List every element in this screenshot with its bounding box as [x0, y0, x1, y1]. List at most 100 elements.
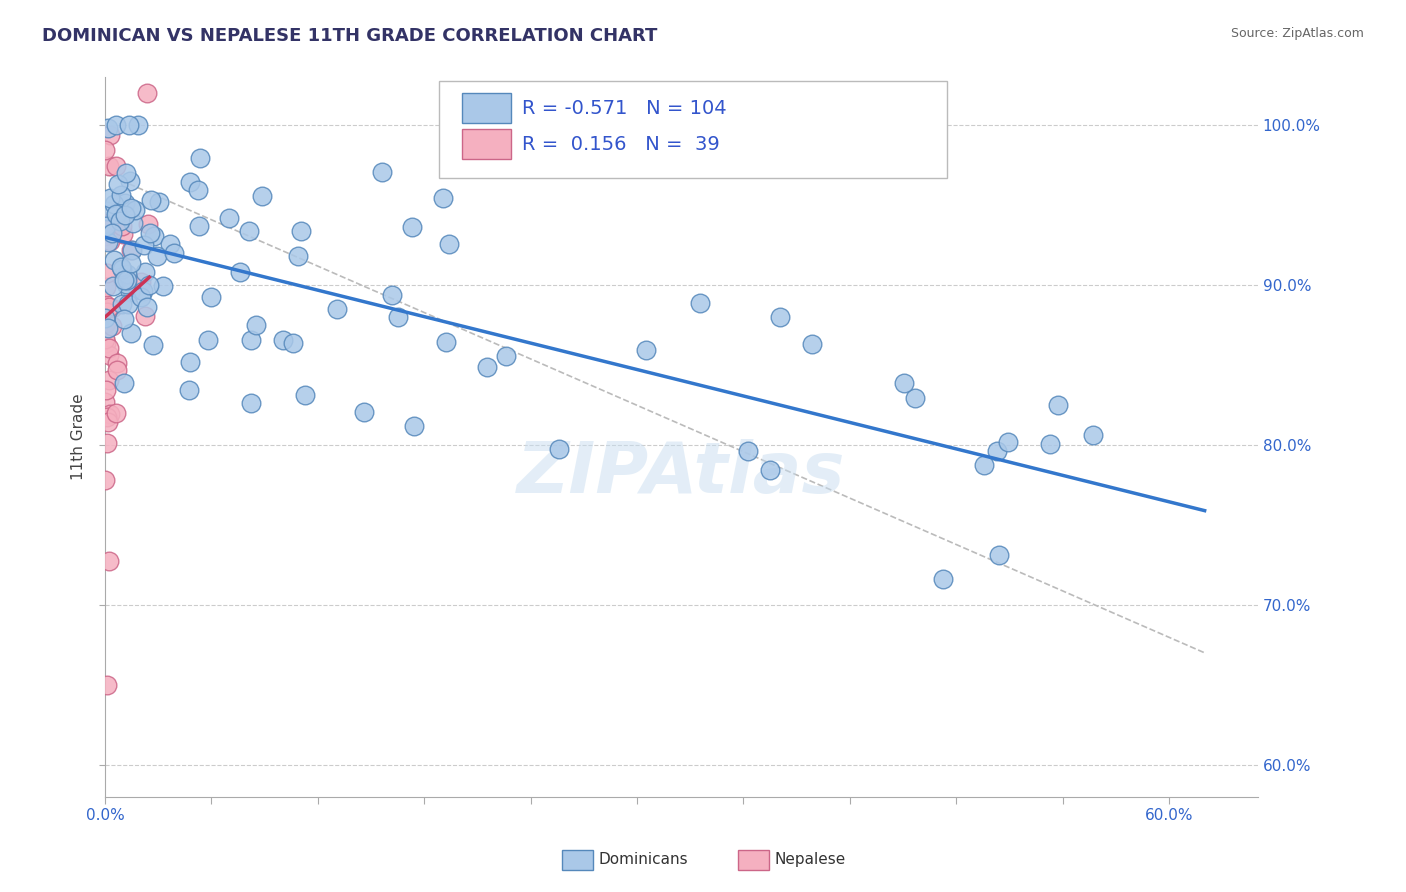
Point — [112, 312, 135, 326]
Point — [97, 415, 120, 429]
Point — [94, 335, 117, 350]
Point — [163, 246, 186, 260]
Point — [290, 224, 312, 238]
Point — [104, 406, 127, 420]
Point — [371, 165, 394, 179]
Point — [973, 458, 995, 473]
Y-axis label: 11th Grade: 11th Grade — [72, 393, 86, 481]
Point — [98, 128, 121, 142]
Point — [893, 376, 915, 391]
Point — [134, 238, 156, 252]
Point — [110, 188, 132, 202]
Point — [159, 236, 181, 251]
Point — [97, 553, 120, 567]
Point — [103, 253, 125, 268]
Point — [142, 338, 165, 352]
Point — [997, 434, 1019, 449]
Point — [986, 443, 1008, 458]
Point — [124, 202, 146, 217]
Text: Dominicans: Dominicans — [599, 853, 689, 867]
Point — [475, 359, 498, 374]
Point — [240, 395, 263, 409]
Point — [188, 151, 211, 165]
Point — [94, 279, 117, 293]
Point — [114, 208, 136, 222]
Point — [200, 290, 222, 304]
Point — [94, 143, 117, 157]
Point — [353, 405, 375, 419]
Point — [115, 277, 138, 291]
Point — [136, 217, 159, 231]
Point — [294, 387, 316, 401]
Point — [105, 119, 128, 133]
Point — [177, 383, 200, 397]
Point — [136, 300, 159, 314]
Point — [105, 205, 128, 219]
Point — [96, 410, 118, 425]
Point — [94, 311, 117, 326]
Point — [118, 285, 141, 299]
Point — [903, 391, 925, 405]
Point — [769, 310, 792, 325]
FancyBboxPatch shape — [439, 81, 946, 178]
Point — [134, 265, 156, 279]
Text: ZIPAtlas: ZIPAtlas — [517, 439, 845, 508]
Point — [96, 383, 118, 397]
Point — [94, 316, 117, 330]
Text: Source: ZipAtlas.com: Source: ZipAtlas.com — [1230, 27, 1364, 40]
Point — [110, 262, 132, 277]
Point — [122, 216, 145, 230]
Point — [188, 219, 211, 234]
Point — [138, 278, 160, 293]
Point — [105, 159, 128, 173]
Point — [737, 444, 759, 458]
Point — [118, 119, 141, 133]
Point — [105, 207, 128, 221]
Point — [117, 297, 139, 311]
Point — [402, 419, 425, 434]
Point — [105, 363, 128, 377]
Point — [94, 473, 117, 487]
Point — [1081, 428, 1104, 442]
Point — [271, 333, 294, 347]
Point — [988, 548, 1011, 562]
Point — [101, 279, 124, 293]
Point — [111, 296, 134, 310]
Point — [229, 265, 252, 279]
Point — [117, 267, 139, 281]
Point — [326, 301, 349, 316]
FancyBboxPatch shape — [463, 129, 510, 160]
Point — [932, 572, 955, 586]
Point — [134, 310, 156, 324]
Point — [96, 266, 118, 280]
Point — [401, 219, 423, 234]
Point — [94, 229, 117, 244]
Point — [495, 349, 517, 363]
Point — [283, 335, 305, 350]
Point — [112, 227, 135, 241]
Point — [96, 305, 118, 319]
Point — [111, 219, 134, 233]
Point — [127, 119, 149, 133]
Point — [98, 191, 121, 205]
Point — [98, 300, 121, 314]
Point — [197, 333, 219, 347]
Point — [437, 237, 460, 252]
Point — [387, 310, 409, 324]
Point — [179, 355, 201, 369]
Point — [143, 229, 166, 244]
Text: R = -0.571   N = 104: R = -0.571 N = 104 — [522, 99, 727, 118]
Point — [110, 213, 132, 227]
Point — [121, 243, 143, 257]
Point — [97, 120, 120, 135]
Text: DOMINICAN VS NEPALESE 11TH GRADE CORRELATION CHART: DOMINICAN VS NEPALESE 11TH GRADE CORRELA… — [42, 27, 658, 45]
Point — [238, 224, 260, 238]
Point — [94, 297, 117, 311]
Point — [800, 337, 823, 351]
Text: R =  0.156   N =  39: R = 0.156 N = 39 — [522, 135, 720, 153]
Point — [152, 278, 174, 293]
Point — [218, 211, 240, 225]
Point — [97, 348, 120, 362]
Point — [135, 87, 157, 101]
Point — [129, 290, 152, 304]
